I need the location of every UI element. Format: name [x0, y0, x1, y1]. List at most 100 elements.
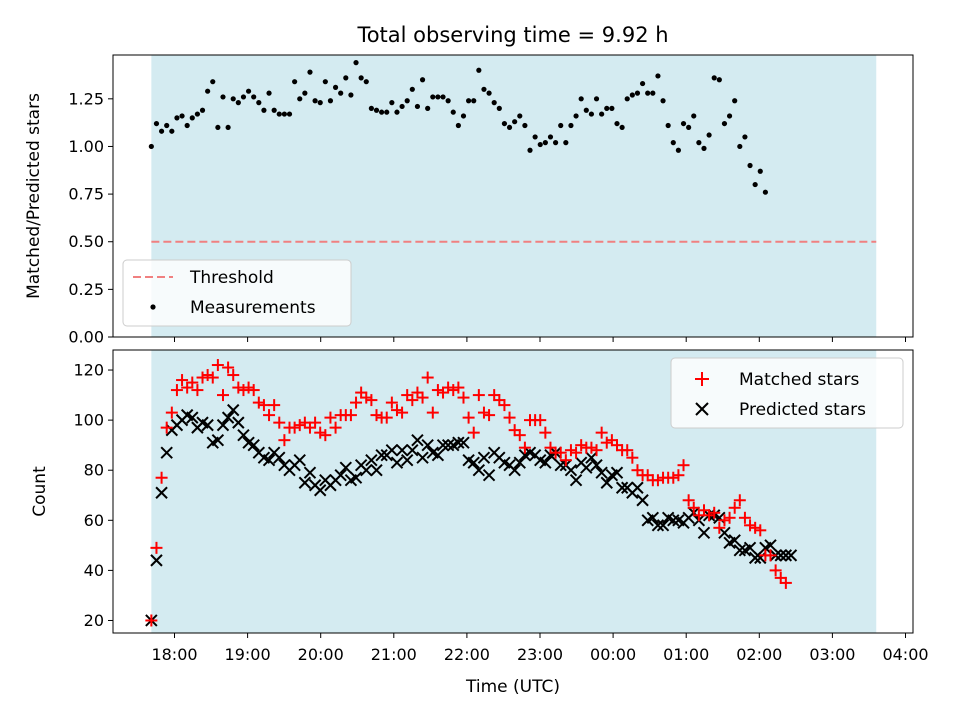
measurement-point: [552, 140, 559, 146]
measurement-point: [726, 113, 733, 119]
measurement-point: [537, 141, 543, 148]
count-x-tick-label: 02:00: [736, 645, 782, 664]
matched-star-point: [559, 454, 572, 467]
measurement-points: [148, 60, 768, 195]
predicted-star-point: [779, 549, 793, 562]
matched-star-point: [211, 359, 224, 372]
predicted-star-point: [636, 494, 649, 507]
measurement-point: [440, 94, 446, 100]
measurement-point: [466, 98, 472, 104]
measurement-point: [368, 105, 374, 111]
matched-star-point: [170, 384, 183, 397]
count-x-tick-label: 18:00: [151, 645, 197, 664]
predicted-star-point: [733, 544, 747, 557]
matched-star-point: [472, 389, 485, 402]
predicted-star-point: [365, 453, 378, 467]
measurement-point: [547, 134, 554, 140]
matched-star-point: [703, 509, 716, 522]
matched-star-point: [401, 389, 414, 402]
measurement-point: [614, 120, 620, 127]
measurement-point: [532, 134, 538, 140]
predicted-stars-points: [145, 403, 798, 627]
matched-star-point: [493, 394, 506, 407]
matched-star-point: [298, 416, 311, 429]
matched-star-point: [155, 471, 168, 484]
measurement-point: [645, 90, 651, 96]
matched-star-point: [273, 416, 286, 429]
measurement-point: [292, 79, 298, 85]
measurement-point: [747, 162, 753, 169]
measurement-point: [158, 128, 165, 134]
predicted-star-point: [728, 534, 741, 547]
predicted-star-point: [748, 551, 762, 565]
measurement-point: [414, 103, 421, 110]
ratio-legend: Threshold Measurements: [122, 259, 352, 327]
predicted-star-point: [360, 464, 373, 477]
predicted-star-point: [600, 476, 613, 489]
matched-star-point: [421, 371, 434, 384]
count-y-label: Count: [30, 466, 50, 517]
legend-threshold-label: Threshold: [189, 268, 274, 288]
measurement-point: [639, 80, 646, 87]
measurement-point: [348, 92, 354, 98]
matched-star-point: [728, 501, 741, 514]
matched-star-point: [554, 446, 567, 459]
measurement-point: [686, 124, 692, 131]
measurement-point: [491, 100, 497, 106]
measurement-point: [711, 75, 717, 81]
matched-star-point: [350, 396, 363, 409]
ratio-y-tick-label: 1.25: [68, 89, 104, 108]
measurement-point: [409, 86, 415, 92]
matched-star-point: [733, 494, 746, 507]
predicted-star-point: [667, 514, 680, 527]
predicted-star-point: [400, 453, 414, 467]
measurement-point: [655, 73, 661, 79]
predicted-star-point: [298, 476, 312, 489]
matched-star-point: [575, 439, 588, 452]
matched-star-point: [222, 361, 235, 374]
measurement-point: [281, 111, 287, 117]
matched-star-point: [518, 441, 531, 454]
measurement-point: [205, 88, 211, 94]
matched-star-point: [477, 406, 490, 419]
predicted-star-point: [293, 453, 306, 467]
matched-star-point: [416, 391, 429, 404]
measurement-point: [266, 90, 272, 96]
predicted-star-point: [610, 466, 624, 479]
measurement-point: [634, 90, 641, 96]
predicted-star-point: [631, 481, 644, 494]
predicted-star-point: [221, 411, 235, 424]
predicted-star-point: [452, 436, 465, 449]
matched-star-point: [314, 426, 327, 439]
matched-star-point: [268, 399, 281, 412]
count-x-tick-label: 01:00: [663, 645, 709, 664]
measurement-point: [343, 75, 349, 81]
ratio-y-tick-label: 0.25: [68, 280, 104, 299]
measurement-point: [256, 100, 262, 106]
measurement-point: [419, 77, 426, 83]
count-legend: Matched stars Predicted stars: [670, 357, 904, 429]
matched-star-point: [201, 369, 214, 382]
matched-star-point: [779, 576, 792, 589]
measurement-point: [506, 124, 513, 131]
matched-star-point: [288, 421, 301, 434]
matched-star-point: [257, 399, 270, 412]
matched-star-point: [610, 439, 623, 452]
measurement-point: [271, 107, 277, 113]
predicted-star-point: [743, 541, 757, 555]
measurement-point: [604, 105, 610, 111]
matched-star-point: [355, 386, 368, 399]
matched-star-point: [467, 426, 480, 439]
predicted-star-point: [585, 451, 598, 464]
measurement-point: [757, 168, 763, 174]
matched-star-point: [437, 386, 450, 399]
measurement-point: [327, 98, 334, 104]
measurement-point: [732, 98, 738, 104]
predicted-star-point: [237, 428, 250, 442]
predicted-star-point: [370, 464, 383, 477]
count-x-tick-label: 22:00: [444, 645, 490, 664]
measurement-point: [240, 94, 247, 100]
count-x-tick-label: 23:00: [517, 645, 563, 664]
measurement-point: [762, 189, 768, 195]
